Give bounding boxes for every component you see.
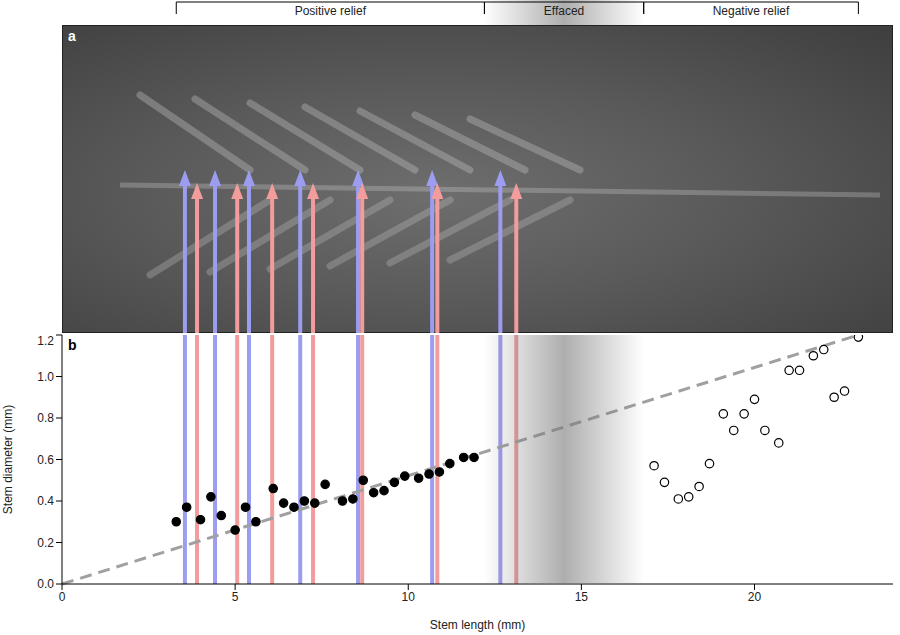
- svg-text:Stem length (mm): Stem length (mm): [430, 618, 525, 632]
- svg-text:Positive relief: Positive relief: [295, 4, 367, 18]
- svg-text:0.0: 0.0: [37, 577, 54, 591]
- svg-text:0.8: 0.8: [37, 411, 54, 425]
- svg-text:1.0: 1.0: [37, 370, 54, 384]
- svg-text:Negative relief: Negative relief: [713, 4, 790, 18]
- html-text:b: b: [68, 337, 77, 353]
- svg-text:5: 5: [232, 590, 239, 604]
- svg-text:15: 15: [575, 590, 589, 604]
- svg-text:Stem diameter (mm): Stem diameter (mm): [8, 405, 15, 514]
- svg-text:a: a: [68, 28, 76, 44]
- svg-text:10: 10: [402, 590, 416, 604]
- svg-text:0.6: 0.6: [37, 453, 54, 467]
- svg-text:Effaced: Effaced: [544, 4, 584, 18]
- svg-text:0.2: 0.2: [37, 536, 54, 550]
- svg-text:1.2: 1.2: [37, 334, 54, 348]
- svg-text:0.4: 0.4: [37, 494, 54, 508]
- svg-text:0: 0: [59, 590, 66, 604]
- svg-text:20: 20: [748, 590, 762, 604]
